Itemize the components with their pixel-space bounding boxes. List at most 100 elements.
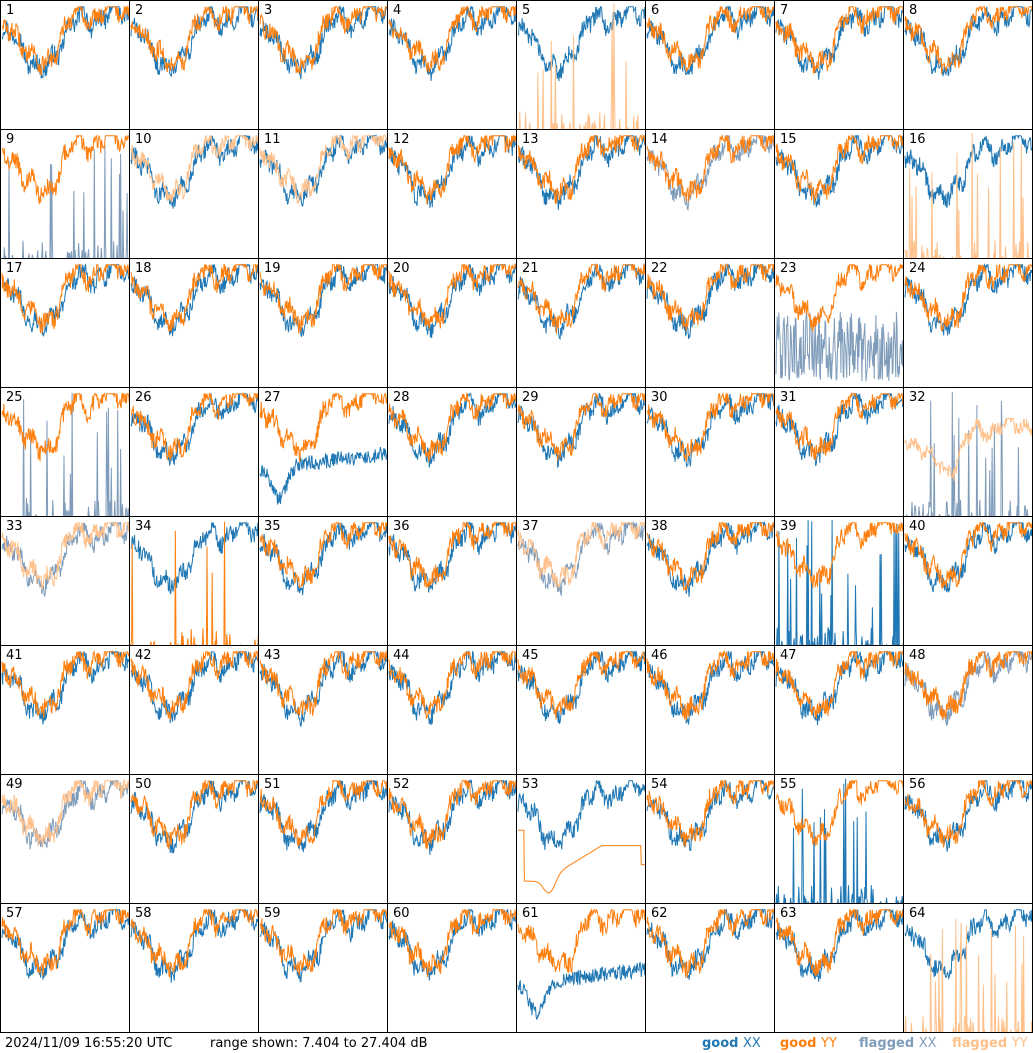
antenna-number: 59 <box>264 906 281 921</box>
antenna-number: 42 <box>135 648 152 663</box>
series-yy-line <box>1 263 129 334</box>
series-yy-line <box>775 521 903 589</box>
antenna-plot <box>646 649 774 725</box>
antenna-number: 46 <box>651 648 668 663</box>
antenna-panel-59: 59 <box>258 903 388 1033</box>
antenna-plot <box>775 650 903 726</box>
antenna-panel-32: 32 <box>903 387 1033 517</box>
series-xx-line <box>517 961 645 1021</box>
antenna-number: 40 <box>909 519 926 534</box>
antenna-panel-40: 40 <box>903 516 1033 646</box>
legend-good-xx-label: good <box>702 1036 739 1051</box>
antenna-number: 27 <box>264 390 281 405</box>
antenna-number: 22 <box>651 261 668 276</box>
antenna-number: 29 <box>522 390 539 405</box>
series-xx-line <box>1 520 129 597</box>
series-xx-line <box>904 262 1032 336</box>
antenna-panel-48: 48 <box>903 645 1033 775</box>
antenna-panel-12: 12 <box>387 129 517 259</box>
series-yy-line <box>775 908 903 976</box>
timestamp: 2024/11/09 16:55:20 UTC <box>5 1036 173 1051</box>
series-xx-line <box>130 650 258 724</box>
series-yy-line <box>517 908 645 974</box>
antenna-plot <box>388 650 516 725</box>
legend-good-xx: good XX <box>702 1034 761 1053</box>
antenna-panel-52: 52 <box>387 774 517 904</box>
series-xx-line <box>130 135 258 209</box>
antenna-plot <box>259 392 387 505</box>
antenna-number: 37 <box>522 519 539 534</box>
antenna-panel-62: 62 <box>645 903 775 1033</box>
antenna-number: 50 <box>135 777 152 792</box>
series-yy-line <box>130 135 258 203</box>
series-yy-line <box>130 650 258 721</box>
antenna-panel-37: 37 <box>516 516 646 646</box>
antenna-panel-36: 36 <box>387 516 517 646</box>
legend-good-yy-label: good <box>780 1036 817 1051</box>
series-yy-line <box>775 5 903 74</box>
series-yy-line <box>904 651 1032 720</box>
antenna-number: 24 <box>909 261 926 276</box>
series-yy-line <box>388 779 516 850</box>
series-xx-line <box>517 262 645 340</box>
antenna-plot <box>904 778 1032 852</box>
antenna-panel-10: 10 <box>129 129 259 259</box>
series-xx-line <box>906 391 1029 516</box>
series-xx-line <box>130 520 258 595</box>
series-yy-line <box>904 417 1032 482</box>
antenna-panel-16: 16 <box>903 129 1033 259</box>
antenna-number: 21 <box>522 261 539 276</box>
series-yy-line <box>259 908 387 976</box>
series-yy-line <box>130 391 258 461</box>
antenna-panel-26: 26 <box>129 387 259 517</box>
antenna-number: 39 <box>780 519 797 534</box>
series-xx-line <box>259 780 387 853</box>
series-yy-line <box>775 780 903 847</box>
antenna-number: 28 <box>393 390 410 405</box>
antenna-plot <box>130 520 258 645</box>
antenna-panel-57: 57 <box>0 903 130 1033</box>
series-yy-line <box>518 3 639 129</box>
antenna-plot <box>646 5 774 76</box>
antenna-plot <box>1 909 129 980</box>
series-yy-line <box>517 264 645 334</box>
series-yy-line <box>388 264 516 330</box>
series-yy-line <box>904 6 1032 75</box>
antenna-plot <box>130 650 258 724</box>
antenna-number: 41 <box>6 648 23 663</box>
antenna-panel-64: 64 <box>903 903 1033 1033</box>
antenna-panel-55: 55 <box>774 774 904 904</box>
antenna-number: 3 <box>264 3 273 18</box>
antenna-plot <box>388 392 516 468</box>
series-yy-line <box>517 135 645 205</box>
series-yy-line <box>388 392 516 462</box>
antenna-number: 16 <box>909 132 926 147</box>
antenna-number: 9 <box>6 132 15 147</box>
antenna-number: 25 <box>6 390 23 405</box>
antenna-plot <box>775 262 903 382</box>
series-yy-line <box>259 6 387 74</box>
antenna-panel-21: 21 <box>516 258 646 388</box>
antenna-number: 1 <box>6 3 15 18</box>
antenna-number: 56 <box>909 777 926 792</box>
series-yy-line <box>646 779 774 848</box>
series-yy-line <box>388 134 516 205</box>
antenna-number: 64 <box>909 906 926 921</box>
antenna-number: 34 <box>135 519 152 534</box>
antenna-panel-4: 4 <box>387 0 517 130</box>
antenna-number: 58 <box>135 906 152 921</box>
antenna-number: 10 <box>135 132 152 147</box>
antenna-plot <box>388 908 516 981</box>
legend-flagged-yy-pol: YY <box>1011 1036 1028 1051</box>
legend-flagged-xx-label: flagged <box>859 1036 915 1051</box>
antenna-plot <box>130 263 258 337</box>
antenna-panel-38: 38 <box>645 516 775 646</box>
series-xx-line <box>646 520 774 597</box>
antenna-number: 19 <box>264 261 281 276</box>
antenna-number: 51 <box>264 777 281 792</box>
antenna-plot <box>517 134 645 210</box>
antenna-plot <box>1 779 129 850</box>
series-yy-line <box>259 392 387 463</box>
antenna-panel-47: 47 <box>774 645 904 775</box>
